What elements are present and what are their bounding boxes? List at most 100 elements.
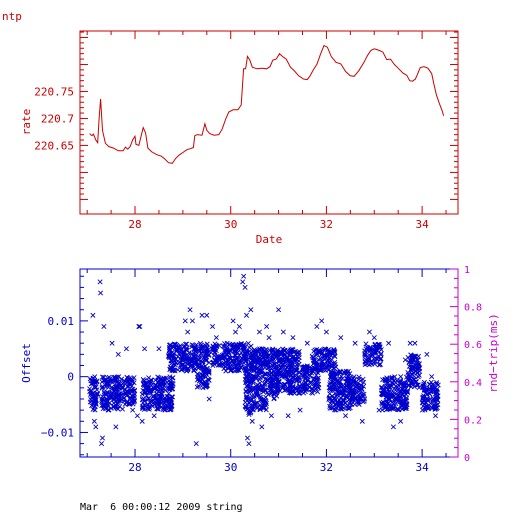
offset-point [168, 396, 174, 402]
offset-point [282, 360, 288, 366]
offset-point [101, 323, 107, 329]
offset-point [415, 374, 421, 380]
offset-point [233, 348, 239, 354]
offset-point [264, 390, 271, 396]
offset-point [274, 382, 280, 388]
offset-point [125, 377, 131, 383]
offset-point [243, 350, 249, 356]
offset-point [267, 375, 273, 381]
offset-point [274, 389, 280, 395]
offset-point [88, 388, 94, 394]
offset-point [361, 379, 367, 385]
offset-point [331, 353, 337, 359]
offset-point [189, 318, 195, 324]
offset-point [169, 380, 175, 386]
offset-point [264, 323, 270, 329]
offset-point [365, 345, 371, 351]
offset-y-tick-label: 0.01 [48, 315, 75, 328]
offset-point [212, 341, 218, 347]
offset-point [222, 354, 228, 360]
offset-point [378, 356, 384, 362]
offset-point [180, 348, 186, 354]
offset-point [416, 372, 422, 378]
offset-point [332, 380, 338, 386]
roundtrip-y-tick-label: 0.6 [464, 340, 482, 351]
offset-point [304, 340, 310, 346]
offset-point [338, 406, 344, 412]
offset-y-tick-label: 0 [67, 371, 74, 384]
offset-point [174, 342, 180, 348]
roundtrip-y-tick-label: 0.4 [464, 378, 482, 389]
offset-point [315, 375, 321, 381]
offset-point [136, 323, 142, 329]
offset-point [386, 340, 392, 346]
offset-point [315, 389, 321, 395]
offset-point [225, 358, 231, 364]
offset-point [425, 403, 431, 409]
offset-point [293, 367, 299, 373]
offset-point [361, 398, 367, 404]
offset-point [314, 361, 320, 367]
offset-point [337, 390, 343, 396]
offset-point [314, 323, 320, 329]
offset-point [435, 397, 441, 403]
offset-point [92, 407, 98, 413]
offset-point [167, 355, 173, 361]
roundtrip-y-tick-label: 0.2 [464, 415, 482, 426]
offset-point [196, 362, 202, 368]
rate-x-tick-label: 30 [224, 218, 237, 231]
offset-point [390, 424, 396, 430]
offset-point [421, 395, 427, 401]
offset-point [113, 424, 119, 430]
offset-point [430, 385, 436, 391]
offset-point [307, 373, 313, 379]
offset-point [347, 371, 353, 377]
offset-point [225, 360, 231, 366]
offset-point [148, 390, 154, 396]
offset-point [180, 362, 186, 368]
offset-point [154, 406, 160, 412]
rate-xlabel: Date [256, 233, 283, 246]
offset-point [124, 379, 130, 385]
offset-point [332, 359, 338, 365]
offset-point [271, 395, 277, 401]
offset-point [284, 369, 290, 375]
offset-point [250, 395, 256, 401]
offset-point [203, 370, 209, 376]
offset-point [171, 367, 177, 373]
offset-point [323, 364, 329, 370]
offset-point [356, 374, 362, 380]
roundtrip-y-tick-label: 0 [464, 453, 470, 464]
offset-point [232, 329, 239, 335]
offset-point [287, 350, 293, 356]
offset-point [199, 345, 205, 351]
offset-point [432, 413, 439, 419]
offset-point [233, 355, 239, 361]
offset-point [139, 418, 145, 424]
offset-point [171, 361, 177, 367]
offset-point [323, 329, 329, 335]
offset-point [341, 384, 348, 390]
offset-point [115, 351, 121, 357]
offset-point [408, 364, 414, 370]
offset-point [287, 390, 293, 396]
offset-point [243, 388, 249, 394]
offset-point [259, 359, 265, 365]
offset-point [174, 348, 180, 354]
offset-point [232, 352, 238, 358]
offset-point [99, 385, 105, 391]
offset-point [327, 380, 333, 386]
offset-point [404, 388, 410, 394]
offset-point [313, 372, 319, 378]
offset-point [93, 384, 99, 390]
offset-point [255, 348, 261, 354]
offset-point [158, 377, 164, 383]
offset-point [257, 351, 263, 358]
offset-point [243, 374, 249, 380]
offset-point [293, 386, 299, 392]
offset-point [245, 363, 251, 369]
offset-point [424, 351, 430, 357]
offset-point [248, 307, 254, 313]
offset-point [213, 335, 219, 341]
offset-point [285, 413, 291, 419]
